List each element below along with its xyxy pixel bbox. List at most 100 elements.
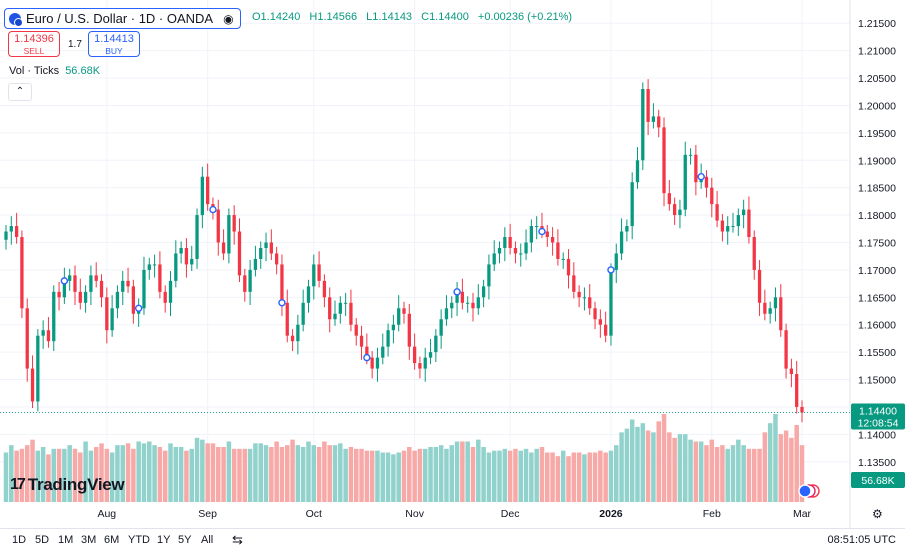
collapse-legend-button[interactable]: ⌃	[8, 83, 32, 101]
volume-bar	[178, 447, 184, 502]
bottom-toolbar: 1D 5D 1M 3M 6M YTD 1Y 5Y All ⇆ 08:51:05 …	[0, 528, 905, 551]
date-range-icon[interactable]: ⇆	[232, 532, 243, 547]
candle-body	[312, 264, 316, 287]
volume-bar	[152, 445, 157, 502]
candle-body	[259, 247, 263, 259]
candle-body	[418, 363, 422, 369]
volume-bar	[184, 450, 189, 502]
volume-bar	[9, 445, 14, 502]
candle-body	[577, 291, 581, 298]
volume-bar	[3, 452, 9, 502]
volume-bar	[746, 448, 752, 502]
volume-bar	[698, 441, 704, 502]
ohlc-close: C1.14400	[421, 11, 469, 23]
volume-bar	[51, 448, 57, 502]
candle-body	[115, 291, 120, 309]
candle-body	[779, 297, 783, 331]
candle-body	[582, 297, 587, 299]
candle-body	[142, 269, 146, 309]
volume-bar	[263, 445, 269, 502]
candle-body	[715, 204, 719, 221]
candle-body	[57, 291, 61, 298]
timeframe-5d[interactable]: 5D	[35, 534, 50, 546]
buy-button[interactable]: 1.14413 BUY	[88, 31, 140, 57]
timeframe-1y[interactable]: 1Y	[157, 534, 171, 546]
eye-icon[interactable]: ◉	[223, 11, 234, 26]
volume-bar	[550, 452, 555, 502]
volume-bar	[476, 439, 481, 502]
time-tick-label: Sep	[198, 508, 217, 520]
candle-body	[492, 253, 496, 265]
candle-body	[121, 280, 125, 292]
candle-body	[487, 264, 491, 287]
volume-bar	[587, 452, 592, 502]
candle-body	[688, 154, 693, 156]
volume-bar	[582, 454, 587, 502]
volume-bar	[497, 450, 502, 502]
volume-bar	[412, 450, 417, 502]
candle-body	[519, 253, 523, 255]
candle-body	[89, 275, 93, 292]
time-tick-label: 2026	[599, 508, 623, 520]
candle-body	[174, 253, 178, 281]
volume-bar	[348, 447, 354, 502]
volume-bar	[19, 448, 25, 502]
candle-body	[651, 116, 656, 122]
timeframe-ytd[interactable]: YTD	[128, 534, 150, 546]
volume-bar	[290, 439, 295, 502]
volume-bar	[258, 443, 263, 502]
volume-bar	[62, 448, 67, 502]
volume-bar	[141, 443, 147, 502]
sell-button[interactable]: 1.14396 SELL	[8, 31, 60, 57]
volume-bar	[529, 452, 534, 502]
candle-body	[460, 291, 465, 303]
candle-body	[662, 127, 666, 194]
candle-body	[375, 357, 380, 369]
volume-bar	[481, 447, 486, 502]
candle-body	[630, 182, 634, 227]
tradingview-logo[interactable]: 17 TradingView	[10, 475, 125, 495]
gear-icon[interactable]: ⚙	[872, 507, 883, 521]
timeframe-3m[interactable]: 3M	[81, 534, 97, 546]
candle-body	[635, 160, 640, 183]
candle-body	[227, 215, 231, 254]
candle-body	[52, 291, 56, 342]
candle-body	[672, 204, 677, 216]
candle-body	[704, 176, 709, 188]
timeframe-all[interactable]: All	[201, 534, 214, 546]
candle-body	[731, 226, 735, 228]
timeframe-1m[interactable]: 1M	[58, 534, 74, 546]
volume-bar	[359, 448, 364, 502]
price-chart[interactable]: 1.21500 1.21000 1.20500 1.20000 1.19500 1.190…	[0, 0, 905, 528]
candle-body	[30, 368, 35, 402]
candle-body	[206, 176, 210, 205]
candle-body	[41, 330, 45, 336]
volume-bar	[279, 447, 285, 502]
candle-body	[359, 335, 364, 347]
timeframe-6m[interactable]: 6M	[104, 534, 120, 546]
volume-bar	[629, 419, 635, 502]
sell-price: 1.14396	[14, 33, 54, 45]
candle-body	[216, 209, 220, 243]
volume-bar	[300, 447, 306, 502]
volume-bar	[794, 425, 799, 502]
timeframe-1d[interactable]: 1D	[12, 534, 27, 546]
time-tick-label: Oct	[306, 508, 322, 520]
candle-body	[99, 280, 104, 298]
volume-bar	[35, 450, 41, 502]
volume-bar	[555, 456, 561, 502]
price-axis-bg	[850, 0, 905, 528]
candle-body	[147, 264, 151, 270]
candle-body	[78, 291, 82, 303]
volume-legend[interactable]: Vol · Ticks 56.68K	[9, 65, 100, 77]
volume-bar	[353, 448, 359, 502]
volume-bar	[789, 437, 794, 502]
candle-body	[190, 258, 194, 265]
volume-bar	[385, 452, 391, 502]
volume-bar	[454, 441, 460, 502]
utc-clock[interactable]: 08:51:05 UTC	[827, 534, 896, 546]
symbol-header[interactable]: Euro / U.S. Dollar · 1D · OANDA ◉	[4, 8, 241, 29]
candle-body	[391, 324, 396, 331]
timeframe-5y[interactable]: 5Y	[178, 534, 192, 546]
volume-bar	[741, 445, 746, 502]
